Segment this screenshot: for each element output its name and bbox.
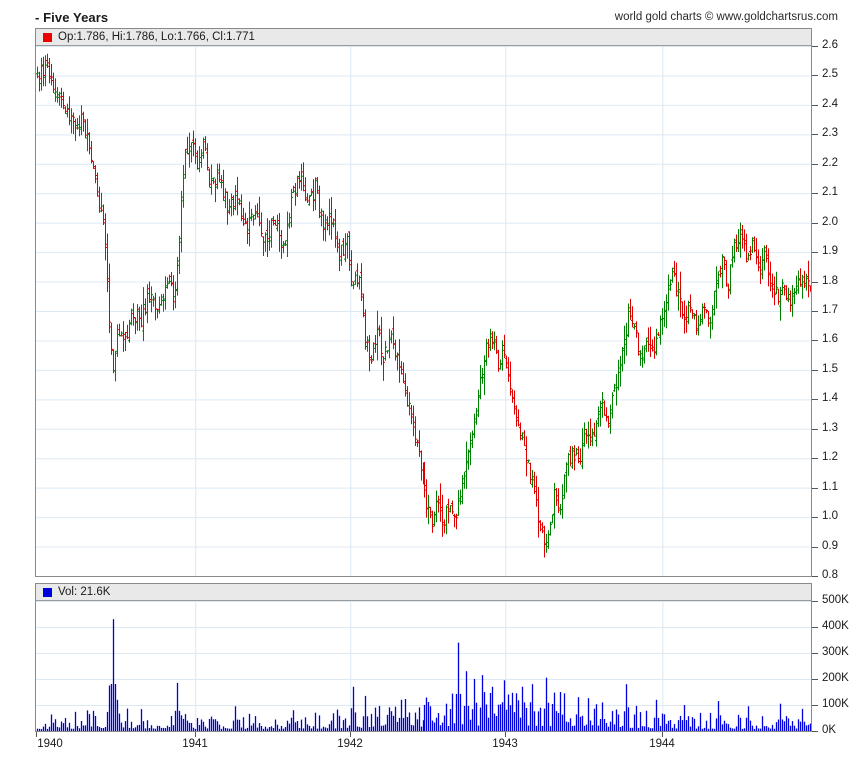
price-axis-label: 2.5 bbox=[822, 68, 838, 80]
volume-legend-swatch-icon bbox=[43, 587, 52, 597]
price-axis-label: 2.3 bbox=[822, 127, 838, 139]
volume-axis-tick bbox=[812, 627, 818, 628]
price-axis-label: 1.7 bbox=[822, 304, 838, 316]
price-axis-tick bbox=[812, 134, 818, 135]
volume-axis-label: 0K bbox=[822, 724, 837, 736]
price-axis-tick bbox=[812, 370, 818, 371]
x-axis-label: 1942 bbox=[337, 738, 363, 750]
volume-axis-tick bbox=[812, 601, 818, 602]
volume-axis-label: 300K bbox=[822, 646, 849, 658]
price-axis-label: 1.3 bbox=[822, 422, 838, 434]
price-axis-label: 2.2 bbox=[822, 157, 838, 169]
chart-header: - Five Years world gold charts © www.gol… bbox=[0, 0, 850, 28]
volume-axis-label: 500K bbox=[822, 594, 849, 606]
price-axis-label: 1.4 bbox=[822, 392, 838, 404]
x-axis-tick bbox=[662, 732, 663, 737]
price-plot-area[interactable] bbox=[36, 46, 811, 576]
x-axis-label: 1943 bbox=[492, 738, 518, 750]
price-axis-tick bbox=[812, 105, 818, 106]
x-axis-label: 1940 bbox=[37, 738, 63, 750]
x-axis-tick bbox=[350, 732, 351, 737]
price-axis-tick bbox=[812, 223, 818, 224]
price-axis-tick bbox=[812, 311, 818, 312]
price-axis-label: 1.8 bbox=[822, 275, 838, 287]
price-axis-label: 1.0 bbox=[822, 510, 838, 522]
x-axis-label: 1944 bbox=[649, 738, 675, 750]
price-axis-tick bbox=[812, 547, 818, 548]
price-axis-label: 2.4 bbox=[822, 98, 838, 110]
price-axis-tick bbox=[812, 429, 818, 430]
price-axis-tick bbox=[812, 75, 818, 76]
price-axis-label: 1.6 bbox=[822, 333, 838, 345]
price-axis-label: 0.9 bbox=[822, 540, 838, 552]
price-axis-tick bbox=[812, 576, 818, 577]
price-axis-label: 1.2 bbox=[822, 451, 838, 463]
price-axis-label: 1.1 bbox=[822, 481, 838, 493]
x-axis-tick bbox=[505, 732, 506, 737]
price-axis-label: 2.6 bbox=[822, 39, 838, 51]
price-axis-label: 2.0 bbox=[822, 216, 838, 228]
price-axis-tick bbox=[812, 458, 818, 459]
volume-chart-panel[interactable]: Vol: 21.6K bbox=[35, 583, 812, 732]
volume-plot-area[interactable] bbox=[36, 601, 811, 731]
volume-axis-tick bbox=[812, 653, 818, 654]
x-axis-label: 1941 bbox=[182, 738, 208, 750]
price-axis-tick bbox=[812, 193, 818, 194]
volume-axis-label: 400K bbox=[822, 620, 849, 632]
price-axis-label: 1.9 bbox=[822, 245, 838, 257]
volume-legend: Vol: 21.6K bbox=[36, 584, 811, 601]
price-axis-label: 1.5 bbox=[822, 363, 838, 375]
price-legend-label: Op:1.786, Hi:1.786, Lo:1.766, Cl:1.771 bbox=[58, 31, 255, 43]
price-axis-tick bbox=[812, 517, 818, 518]
price-axis-tick bbox=[812, 164, 818, 165]
page-title: - Five Years bbox=[35, 10, 109, 25]
price-axis-tick bbox=[812, 252, 818, 253]
price-axis-tick bbox=[812, 399, 818, 400]
x-axis-tick bbox=[36, 732, 37, 737]
volume-axis-label: 200K bbox=[822, 672, 849, 684]
volume-axis-label: 100K bbox=[822, 698, 849, 710]
volume-axis-tick bbox=[812, 679, 818, 680]
volume-legend-label: Vol: 21.6K bbox=[58, 586, 111, 598]
price-chart-panel[interactable]: Op:1.786, Hi:1.786, Lo:1.766, Cl:1.771 bbox=[35, 28, 812, 577]
price-axis-tick bbox=[812, 282, 818, 283]
price-axis-label: 2.1 bbox=[822, 186, 838, 198]
price-axis-label: 0.8 bbox=[822, 569, 838, 581]
x-axis-tick bbox=[195, 732, 196, 737]
volume-axis-tick bbox=[812, 705, 818, 706]
attribution-text: world gold charts © www.goldchartsrus.co… bbox=[614, 11, 838, 23]
price-axis-tick bbox=[812, 340, 818, 341]
price-legend: Op:1.786, Hi:1.786, Lo:1.766, Cl:1.771 bbox=[36, 29, 811, 46]
volume-axis-tick bbox=[812, 731, 818, 732]
price-legend-swatch-icon bbox=[43, 32, 52, 42]
price-axis-tick bbox=[812, 46, 818, 47]
price-axis-tick bbox=[812, 488, 818, 489]
